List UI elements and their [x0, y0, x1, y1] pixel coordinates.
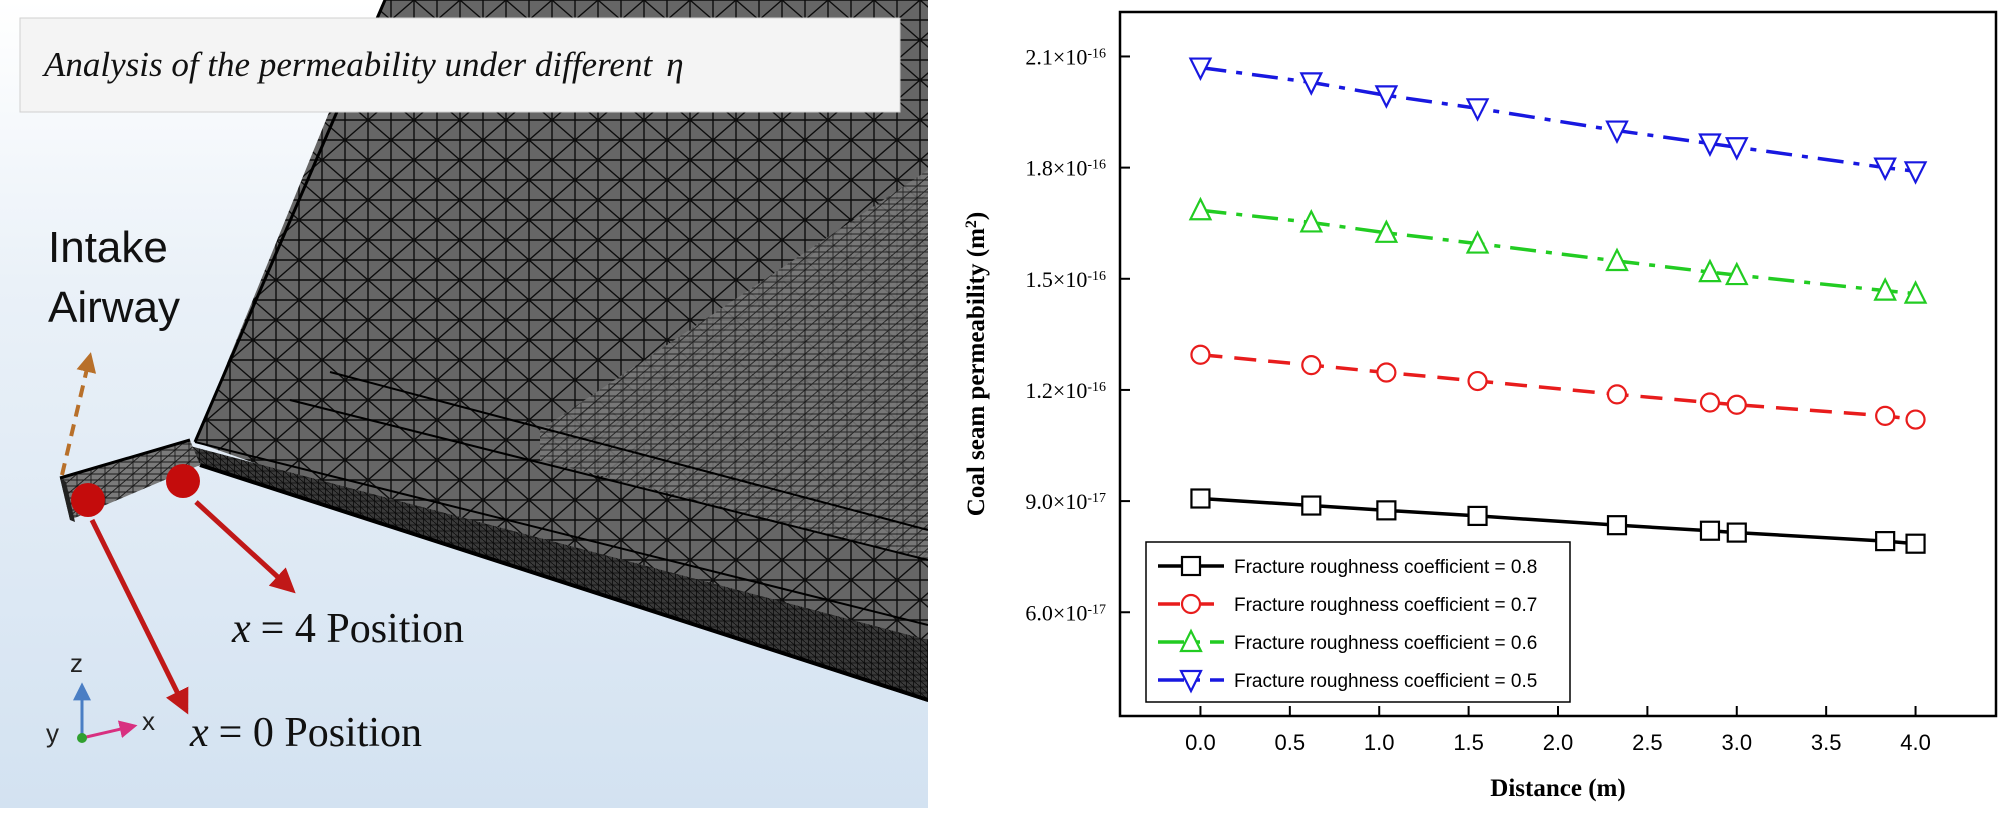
data-point-s2 — [1374, 219, 1399, 243]
chart-panel: 0.0 0.5 1.0 1.5 2.0 2.5 3.0 3.5 4.0 6.0×10-17 9.0×… — [928, 0, 2008, 808]
triad-y-axis — [77, 733, 87, 743]
data-point-s3 — [1903, 161, 1928, 185]
x-tick-label: 2.0 — [1543, 730, 1574, 755]
data-point-s2 — [1873, 277, 1897, 301]
triad-z-label: z — [70, 648, 83, 678]
x-tick-label: 1.0 — [1364, 730, 1395, 755]
y-axis-label-sup: 2 — [963, 220, 980, 228]
data-point-s3 — [1873, 157, 1897, 182]
arrow-x0 — [89, 518, 189, 715]
data-point-s2 — [1903, 280, 1928, 304]
legend-label-3: Fracture roughness coefficient = 0.5 — [1234, 671, 1537, 692]
y-axis-label-main: Coal seam permeability (m — [963, 228, 990, 516]
x-tick-label: 3.0 — [1721, 730, 1752, 755]
position-marker-x4 — [166, 464, 200, 498]
data-point-s2 — [1299, 208, 1324, 233]
position-label-x0: x = 0 Position — [189, 710, 422, 756]
legend-marker-0 — [1180, 555, 1202, 577]
x-tick-label: 2.5 — [1632, 730, 1663, 755]
title-text: Analysis of the permeability under diffe… — [42, 45, 684, 84]
data-point-s1 — [1905, 409, 1926, 430]
intake-label-line2: Airway — [48, 283, 180, 332]
data-point-s2 — [1724, 261, 1749, 286]
legend: Fracture roughness coefficient = 0.8 Frac… — [1145, 541, 1571, 703]
data-point-s3 — [1698, 133, 1722, 157]
data-point-s1 — [1875, 405, 1896, 426]
data-point-s2 — [1698, 258, 1722, 283]
data-point-s1 — [1699, 392, 1721, 413]
legend-marker-3 — [1179, 669, 1203, 694]
axis-triad: z x y — [46, 648, 155, 748]
data-point-s2 — [1465, 230, 1490, 254]
position-label-x4: x = 4 Position — [231, 606, 464, 652]
x-tick-label: 0.5 — [1275, 730, 1306, 755]
permeability-chart: 0.0 0.5 1.0 1.5 2.0 2.5 3.0 3.5 4.0 6.0×10-17 9.0×… — [963, 10, 1998, 802]
data-point-s0 — [1301, 495, 1322, 516]
title-box — [19, 17, 901, 113]
x-tick-label: 4.0 — [1900, 730, 1931, 755]
data-point-s3 — [1605, 120, 1629, 145]
x-tick-label: 0.0 — [1185, 730, 1216, 755]
data-point-s2 — [1605, 247, 1629, 272]
y-tick-label: 2.1×10-16 — [1025, 44, 1106, 69]
data-point-s0 — [1376, 500, 1397, 521]
data-point-s0 — [1190, 488, 1211, 509]
y-axis-label-end: ) — [963, 212, 990, 220]
data-point-s0 — [1875, 531, 1896, 552]
arrow-x4 — [194, 500, 296, 594]
data-point-s1 — [1606, 384, 1628, 405]
mesh-body — [59, 0, 928, 702]
x-tick-label: 1.5 — [1453, 730, 1484, 755]
triad-y-label: y — [46, 718, 59, 748]
data-point-s0 — [1699, 520, 1721, 541]
mesh-illustration: Analysis of the permeability under diffe… — [0, 0, 928, 808]
data-point-s3 — [1374, 85, 1399, 109]
y-axis-label: Coal seam permeability (m2) — [963, 212, 991, 516]
x-tick-label: 3.5 — [1811, 730, 1842, 755]
position-marker-x0 — [71, 483, 105, 517]
data-point-s3 — [1724, 137, 1749, 161]
data-point-s3 — [1299, 72, 1324, 96]
data-point-s0 — [1606, 515, 1628, 536]
data-point-s3 — [1465, 98, 1490, 122]
triad-x-axis — [81, 720, 138, 740]
legend-label-0: Fracture roughness coefficient = 0.8 — [1234, 557, 1537, 578]
data-point-s2 — [1188, 196, 1213, 221]
y-tick-label: 1.2×10-16 — [1025, 378, 1106, 403]
data-point-s0 — [1726, 522, 1747, 543]
y-tick-label: 1.5×10-16 — [1025, 267, 1106, 292]
data-point-s1 — [1190, 344, 1211, 365]
data-point-s1 — [1726, 394, 1747, 415]
triad-x-label: x — [142, 706, 155, 736]
data-point-s1 — [1376, 362, 1397, 383]
data-point-s0 — [1467, 505, 1488, 527]
y-tick-label: 6.0×10-17 — [1025, 600, 1106, 625]
legend-box — [1145, 541, 1571, 703]
legend-marker-2 — [1179, 628, 1203, 653]
airflow-arrow — [60, 352, 97, 476]
legend-label-1: Fracture roughness coefficient = 0.7 — [1234, 595, 1537, 616]
legend-label-2: Fracture roughness coefficient = 0.6 — [1234, 633, 1537, 654]
mesh-illustration-panel: Analysis of the permeability under diffe… — [0, 0, 928, 808]
y-tick-label: 9.0×10-17 — [1025, 489, 1106, 514]
x-axis-label: Distance (m) — [1490, 775, 1625, 802]
y-tick-label: 1.8×10-16 — [1025, 156, 1106, 181]
data-point-s1 — [1467, 370, 1488, 392]
legend-marker-1 — [1180, 593, 1202, 615]
data-point-s1 — [1301, 355, 1322, 376]
intake-label-line1: Intake — [48, 223, 168, 272]
data-point-s0 — [1905, 533, 1926, 554]
data-point-s3 — [1188, 57, 1213, 82]
